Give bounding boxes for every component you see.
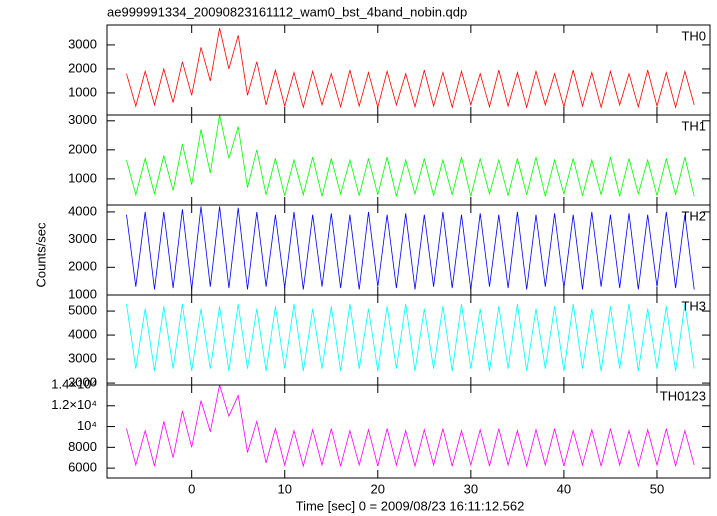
panel-frame [106,294,711,386]
x-tick-label: 40 [557,481,571,496]
y-tick-label: 4000 [68,327,97,342]
series-line [126,206,695,290]
y-tick-label: 4000 [68,203,97,218]
y-tick-label: 3000 [68,351,97,366]
y-tick-label: 1000 [68,84,97,99]
panel-frame [106,384,711,479]
x-tick-label: 0 [188,481,195,496]
panel-frame [106,114,711,206]
y-tick-label: 3000 [68,112,97,127]
y-tick-label: 2000 [68,259,97,274]
x-tick-label: 30 [464,481,478,496]
y-axis-label: Counts/sec [33,222,48,288]
chart-title: ae999991334_20090823161112_wam0_bst_4ban… [107,4,467,19]
y-tick-label: 2000 [68,375,97,390]
y-tick-label: 5000 [68,303,97,318]
y-tick-label: 2000 [68,60,97,75]
x-tick-label: 20 [371,481,385,496]
series-line [126,303,695,372]
x-tick-label: 10 [278,481,292,496]
x-tick-label: 50 [650,481,664,496]
y-tick-label: 6000 [68,460,97,475]
y-tick-label: 1000 [68,170,97,185]
y-tick-label: 1.2×10⁴ [51,397,97,412]
y-tick-label: 2000 [68,141,97,156]
y-tick-label: 3000 [68,231,97,246]
panel-label: TH0 [681,28,706,43]
series-line [126,28,695,109]
panel-frame [106,24,711,116]
panel-label: TH0123 [660,388,706,403]
series-line [126,114,695,197]
panel-label: TH3 [681,298,706,313]
panel-frame [106,204,711,296]
y-tick-label: 10⁴ [77,418,97,433]
y-tick-label: 3000 [68,36,97,51]
series-line [126,384,695,468]
panel-label: TH1 [681,118,706,133]
y-tick-label: 8000 [68,439,97,454]
panel-label: TH2 [681,208,706,223]
x-axis-label: Time [sec] 0 = 2009/08/23 16:11:12.562 [296,498,525,513]
y-tick-label: 1000 [68,286,97,301]
y-tick-label: 1.4×10⁴ [51,376,97,391]
